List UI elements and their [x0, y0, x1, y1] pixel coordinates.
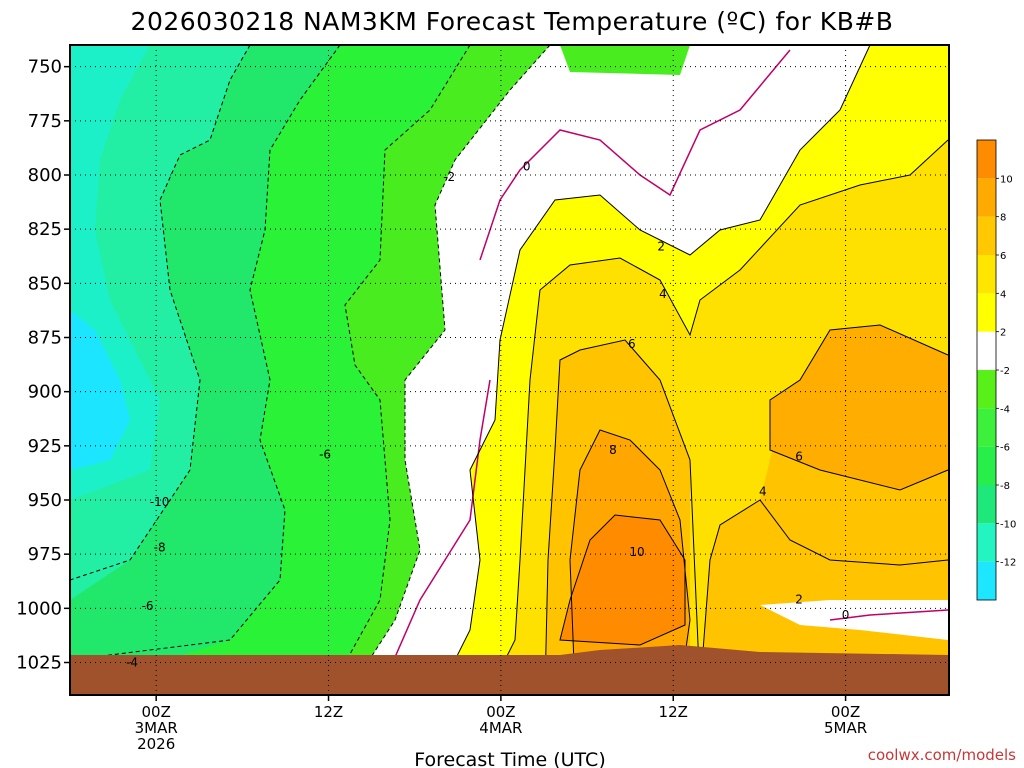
x-tick-label: 12Z — [659, 703, 688, 721]
band-top-green — [560, 45, 690, 75]
contour-6-right — [769, 324, 949, 491]
colorbar-swatch — [977, 446, 996, 485]
colorbar-swatch — [977, 485, 996, 524]
contour-label: -6 — [142, 599, 154, 613]
x-axis-label: Forecast Time (UTC) — [414, 749, 605, 768]
contour-label: -6 — [319, 448, 331, 462]
colorbar: -12 -10 -8 -6 -4 -2 2 4 6 8 10 — [976, 139, 1016, 601]
y-tick-label: 1025 — [16, 653, 62, 674]
contour-neg-dashed-4 — [349, 45, 551, 691]
band-orange-10 — [560, 515, 685, 645]
colorbar-label: 8 — [1000, 213, 1006, 224]
contour-4-right — [699, 499, 949, 691]
contour-8 — [569, 429, 691, 691]
contour-label: 2 — [795, 593, 803, 607]
contour-neg-dashed — [70, 45, 251, 581]
contour-label: 2 — [657, 240, 665, 254]
x-tick-label: 4MAR — [479, 719, 522, 737]
colorbar-label: 10 — [1000, 174, 1013, 185]
contour-10 — [559, 514, 686, 646]
colorbar-swatch — [977, 561, 996, 600]
y-tick-label: 900 — [28, 382, 62, 403]
terrain-top — [70, 645, 948, 695]
contour-label: 0 — [523, 159, 531, 173]
colorbar-swatch — [977, 370, 996, 409]
x-tick-label: 00Z — [486, 703, 515, 721]
y-tick-label: 1000 — [16, 598, 62, 619]
contour-zero-lower — [384, 379, 491, 681]
x-tick-label: 00Z — [141, 703, 170, 721]
contour-6 — [544, 339, 701, 691]
colorbar-label: -6 — [1000, 443, 1010, 454]
colorbar-label: -4 — [1000, 404, 1010, 415]
y-tick-label: 850 — [28, 273, 62, 294]
contour-lines — [70, 45, 949, 691]
contour-neg-dashed-3 — [329, 45, 471, 691]
y-tick-label: 975 — [28, 544, 62, 565]
y-tick-label: 925 — [28, 436, 62, 457]
colorbar-label: 4 — [1000, 289, 1006, 300]
y-tick-label: 875 — [28, 328, 62, 349]
y-tick-label: 750 — [28, 57, 62, 78]
contour-label: 10 — [629, 545, 644, 559]
y-axis: 750 775 800 825 850 875 900 925 950 975 1000 1025 — [16, 57, 70, 674]
contour-label: 4 — [759, 484, 767, 498]
colorbar-label: -10 — [1000, 519, 1016, 530]
contour-neg-dashed-2 — [70, 45, 341, 661]
colorbar-swatch — [977, 523, 996, 562]
colorbar-label: -8 — [1000, 481, 1010, 492]
colorbar-swatch — [977, 331, 996, 370]
colorbar-label: 2 — [1000, 328, 1006, 339]
contour-label: 0 — [842, 608, 850, 622]
colorbar-swatch — [977, 255, 996, 294]
contour-label: -4 — [126, 656, 138, 670]
contour-label: -2 — [443, 170, 455, 184]
y-tick-label: 950 — [28, 490, 62, 511]
y-tick-label: 800 — [28, 165, 62, 186]
band-cyan — [70, 310, 130, 470]
contour-label: 6 — [628, 337, 636, 351]
temperature-field — [70, 45, 949, 695]
x-tick-label: 3MAR — [135, 719, 178, 737]
y-tick-label: 775 — [28, 111, 62, 132]
x-tick-label: 2026 — [137, 735, 175, 753]
colorbar-swatch — [977, 293, 996, 332]
contour-4 — [489, 139, 949, 691]
contour-2 — [439, 45, 871, 691]
x-tick-label: 00Z — [831, 703, 860, 721]
contour-label: 4 — [659, 287, 667, 301]
y-tick-label: 825 — [28, 219, 62, 240]
x-tick-label: 12Z — [314, 703, 343, 721]
contour-label: 8 — [609, 443, 617, 457]
colorbar-label: -12 — [1000, 558, 1016, 569]
plot-frame — [69, 44, 950, 696]
colorbar-swatch — [977, 140, 996, 179]
colorbar-swatch — [977, 216, 996, 255]
grid-lines — [70, 45, 949, 695]
contour-label-layer: -2 0 2 4 6 8 10 -6 -10 -8 -6 -4 6 4 2 0 — [126, 159, 849, 669]
contour-label: -10 — [150, 495, 170, 509]
colorbar-swatch — [977, 408, 996, 447]
chart-title: 2026030218 NAM3KM Forecast Temperature (… — [131, 7, 894, 36]
colorbar-swatch — [977, 178, 996, 217]
band-white-slot — [760, 600, 948, 640]
colorbar-label: 6 — [1000, 251, 1006, 262]
contour-label: 6 — [795, 450, 803, 464]
contour-label: -8 — [154, 541, 166, 555]
contour-zero — [479, 49, 791, 261]
contour-zero-right — [829, 609, 949, 621]
x-tick-label: 5MAR — [824, 719, 867, 737]
credit-text: coolwx.com/models — [868, 746, 1016, 764]
band-orange-right — [770, 325, 948, 490]
colorbar-label: -2 — [1000, 366, 1010, 377]
